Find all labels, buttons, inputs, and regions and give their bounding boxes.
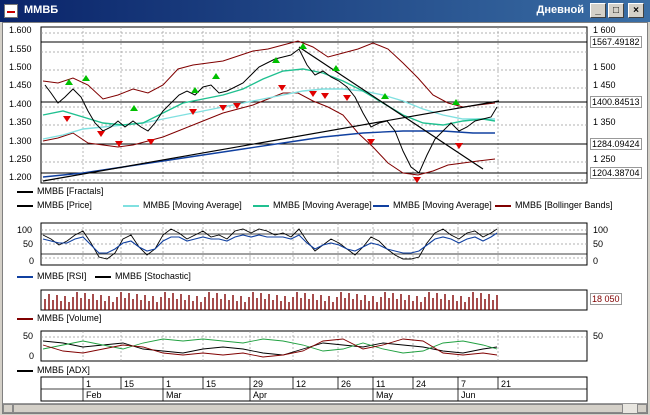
price-tick-left: 1.400 (9, 99, 32, 109)
close-button[interactable]: × (628, 3, 644, 18)
adx-plus-di (42, 338, 498, 354)
legend-ma-1[interactable]: ММВБ [Moving Average] (123, 200, 242, 210)
horizontal-scrollbar[interactable] (3, 403, 647, 413)
x-day-label: 15 (124, 379, 135, 389)
trendline-down (298, 46, 484, 170)
timeframe-label: Дневной (536, 4, 585, 16)
price-tick-right: 1 500 (593, 62, 616, 72)
legend-stochastic[interactable]: ММВБ [Stochastic] (95, 271, 191, 281)
x-day-label: 29 (253, 379, 264, 389)
maximize-button[interactable]: □ (608, 3, 624, 18)
x-day-label: 7 (461, 379, 467, 389)
price-tick-left: 1.300 (9, 136, 32, 146)
adx-tick-right: 50 (593, 331, 604, 341)
legend-rsi[interactable]: ММВБ [RSI] (17, 271, 86, 281)
price-tick-left: 1.450 (9, 80, 32, 90)
volume-value: 18 050 (590, 293, 622, 305)
legend-volume[interactable]: ММВБ [Volume] (17, 313, 101, 323)
window-title: ММВБ (24, 4, 59, 16)
x-day-label: 15 (206, 379, 217, 389)
scroll-left-button[interactable] (3, 404, 13, 413)
x-month-label: May (376, 390, 394, 400)
osc-tick-left: 100 (17, 225, 33, 235)
price-tick-right: 1 350 (593, 117, 616, 127)
fractal-down-markers (63, 85, 463, 183)
x-day-label: 21 (501, 379, 512, 389)
price-tick-left: 1.600 (9, 25, 32, 35)
osc-tick-right: 100 (593, 225, 609, 235)
price-box-1284: 1284.09424 (590, 138, 642, 150)
price-tick-right: 1 600 (593, 25, 616, 35)
x-month-label: Mar (166, 390, 182, 400)
adx-line (42, 340, 498, 356)
chart-app-icon[interactable] (4, 4, 18, 18)
osc-tick-left: 0 (29, 256, 35, 266)
osc-tick-left: 50 (23, 239, 34, 249)
ma-green (42, 68, 496, 126)
legend-price[interactable]: ММВБ [Price] (17, 200, 92, 210)
x-day-label: 1 (86, 379, 92, 389)
bollinger-lower (42, 92, 496, 176)
chart-canvas[interactable] (3, 23, 649, 415)
x-axis (40, 376, 588, 402)
legend-ma-3[interactable]: ММВБ [Moving Average] (373, 200, 492, 210)
price-box-1400: 1400.84513 (590, 96, 642, 108)
price-box-1204: 1204.38704 (590, 167, 642, 179)
price-tick-left: 1.350 (9, 117, 32, 127)
adx-tick-left: 0 (29, 351, 35, 361)
rsi-line (42, 232, 498, 254)
fractal-up-markers (65, 43, 460, 111)
volume-panel (40, 289, 588, 311)
legend-fractals[interactable]: ММВБ [Fractals] (17, 186, 103, 196)
scroll-thumb[interactable] (13, 404, 623, 413)
x-day-label: 1 (166, 379, 172, 389)
minimize-button[interactable]: _ (590, 3, 606, 18)
chart-area[interactable]: 1.600 1.550 1.500 1.450 1.400 1.350 1.30… (2, 22, 648, 414)
price-tick-left: 1.200 (9, 172, 32, 182)
scroll-right-button[interactable] (637, 404, 647, 413)
x-day-label: 12 (296, 379, 307, 389)
oscillator-panel (40, 222, 588, 266)
legend-bollinger[interactable]: ММВБ [Bollinger Bands] (495, 200, 612, 210)
price-tick-left: 1.550 (9, 44, 32, 54)
price-tick-right: 1 450 (593, 80, 616, 90)
price-box-1567: 1567.49182 (590, 36, 642, 48)
x-month-label: Feb (86, 390, 102, 400)
legend-ma-2[interactable]: ММВБ [Moving Average] (253, 200, 372, 210)
x-day-label: 11 (376, 379, 386, 389)
osc-tick-right: 50 (593, 239, 604, 249)
price-tick-right: 1 250 (593, 154, 616, 164)
legend-adx[interactable]: ММВБ [ADX] (17, 365, 90, 375)
x-day-label: 26 (341, 379, 352, 389)
trendline-up (42, 100, 500, 182)
price-panel (40, 26, 588, 184)
price-series (44, 48, 498, 174)
price-tick-left: 1.250 (9, 154, 32, 164)
x-month-label: Jun (461, 390, 476, 400)
adx-panel (40, 330, 588, 362)
adx-minus-di (42, 338, 498, 358)
price-tick-left: 1.500 (9, 62, 32, 72)
bollinger-upper (42, 40, 496, 108)
x-month-label: Apr (253, 390, 268, 400)
osc-tick-right: 0 (593, 256, 599, 266)
title-bar: ММВБ Дневной _ □ × (0, 0, 650, 22)
adx-tick-left: 50 (23, 331, 34, 341)
x-day-label: 24 (416, 379, 427, 389)
